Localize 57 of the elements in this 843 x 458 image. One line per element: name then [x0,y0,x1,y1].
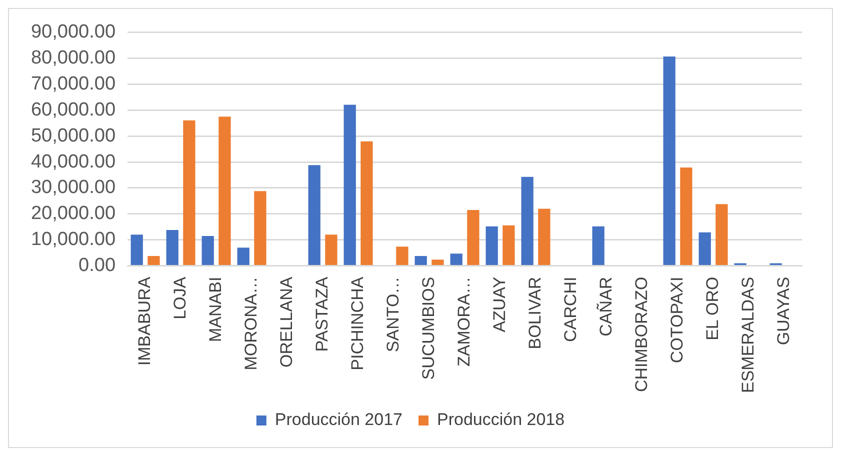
x-tick-label: SUCUMBIOS [418,276,438,380]
x-tick-label: ORELLANA [276,276,296,368]
legend-label: Producción 2017 [274,410,402,430]
bar [325,234,338,266]
bar [183,120,196,266]
bar [538,208,550,266]
bar [663,56,676,266]
bar [344,104,356,266]
y-tick-label: 10,000.00 [30,229,116,250]
y-tick-label: 90,000.00 [30,22,116,43]
bar [716,204,728,266]
bar [680,168,692,266]
x-tick-label: GUAYAS [774,276,793,346]
bar [166,230,178,266]
bar [450,254,462,266]
x-tick-label: PASTAZA [312,276,332,352]
y-tick-label: 40,000.00 [30,151,116,172]
bar [698,232,711,266]
x-tick-label: AZUAY [490,276,509,332]
x-tick-label: CAÑAR [596,276,616,336]
x-tick-label: CARCHI [560,276,580,342]
x-tick-label: LOJA [170,276,190,320]
bar [308,165,320,266]
x-tick-label: PICHINCHA [348,276,367,370]
bar [202,236,214,266]
bar [502,225,515,266]
bar [432,260,444,266]
bar [521,176,534,266]
y-tick-label: 0.00 [78,255,116,276]
bar [396,246,408,266]
bar [130,234,143,266]
x-tick-label: ZAMORA… [454,276,474,367]
x-tick-label: MANABI [206,276,225,342]
x-tick-label: IMBABURA [134,276,154,366]
x-tick-label: BOLIVAR [525,276,544,350]
bar [414,256,427,266]
x-tick-label: CHIMBORAZO [632,276,651,392]
bar [486,226,498,266]
bar [148,256,160,266]
x-tick-label: ESMERALDAS [738,276,758,393]
y-tick-label: 80,000.00 [30,48,116,69]
y-tick-label: 20,000.00 [30,203,116,224]
bar [467,210,480,266]
bar [254,191,266,266]
x-tick-label: SANTO… [383,276,402,352]
legend-label: Producción 2018 [437,410,565,430]
x-tick-label: MORONA… [241,276,260,370]
bar [360,141,373,266]
bar [218,116,231,266]
bar [237,248,250,266]
x-tick-label: EL ORO [702,276,722,340]
bar [592,226,604,266]
x-tick-label: COTOPAXI [667,276,686,364]
y-tick-label: 50,000.00 [30,125,116,146]
y-tick-label: 70,000.00 [30,74,116,94]
y-tick-label: 30,000.00 [30,177,116,198]
y-tick-label: 60,000.00 [30,99,116,120]
